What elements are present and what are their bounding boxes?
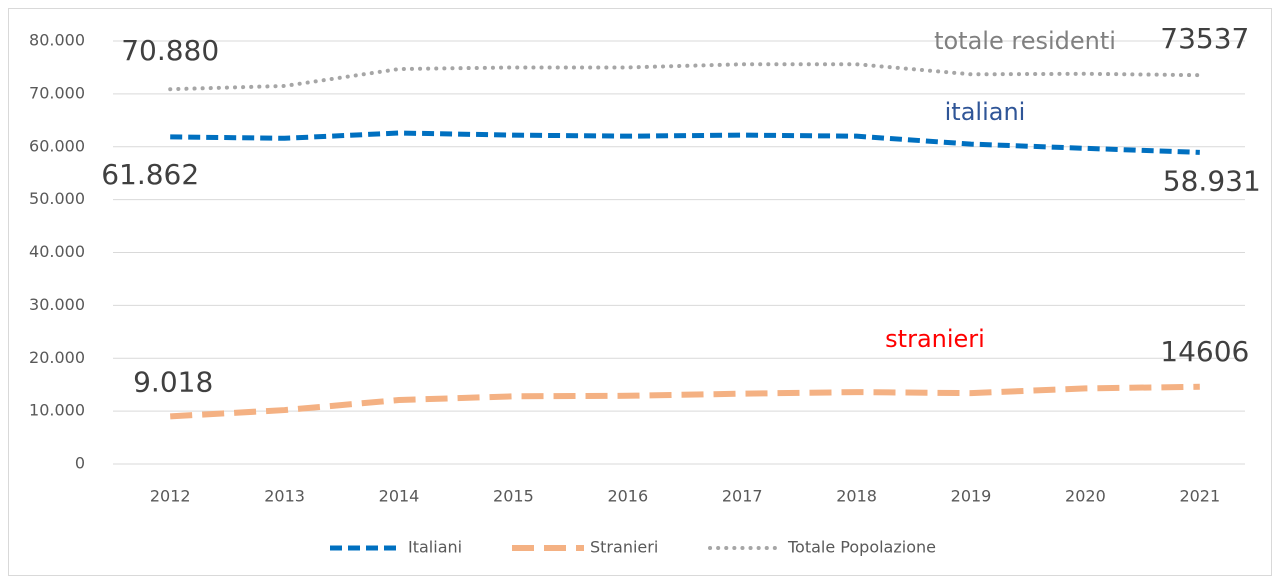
series-annotation: stranieri — [885, 325, 985, 353]
chart-frame — [8, 8, 1272, 576]
x-tick-label: 2017 — [722, 487, 763, 506]
y-tick-label: 70.000 — [29, 83, 85, 102]
series-annotation: italiani — [945, 98, 1026, 126]
x-tick-label: 2016 — [607, 487, 648, 506]
data-label: 14606 — [1160, 335, 1249, 368]
series-line — [170, 383, 1200, 420]
y-tick-label: 50.000 — [29, 189, 85, 208]
series-annotation: totale residenti — [934, 27, 1116, 55]
x-tick-label: 2014 — [379, 487, 420, 506]
x-tick-label: 2012 — [150, 487, 191, 506]
y-tick-label: 60.000 — [29, 136, 85, 155]
data-label: 73537 — [1160, 22, 1249, 55]
x-tick-label: 2019 — [951, 487, 992, 506]
y-tick-label: 40.000 — [29, 242, 85, 261]
y-tick-label: 0 — [75, 454, 85, 473]
data-label: 70.880 — [121, 34, 219, 67]
data-label: 58.931 — [1163, 164, 1261, 197]
y-tick-label: 80.000 — [29, 31, 85, 50]
x-tick-label: 2013 — [264, 487, 305, 506]
x-tick-label: 2021 — [1179, 487, 1220, 506]
data-label: 61.862 — [101, 158, 199, 191]
y-tick-label: 10.000 — [29, 401, 85, 420]
legend-label: Stranieri — [590, 538, 658, 557]
series-line — [168, 62, 1202, 92]
data-label: 9.018 — [133, 365, 213, 398]
legend-label: Totale Popolazione — [787, 538, 936, 557]
x-tick-label: 2018 — [836, 487, 877, 506]
series-line — [170, 130, 1200, 155]
legend-label: Italiani — [408, 538, 462, 557]
x-tick-label: 2020 — [1065, 487, 1106, 506]
x-tick-label: 2015 — [493, 487, 534, 506]
y-tick-label: 20.000 — [29, 348, 85, 367]
y-tick-label: 30.000 — [29, 295, 85, 314]
